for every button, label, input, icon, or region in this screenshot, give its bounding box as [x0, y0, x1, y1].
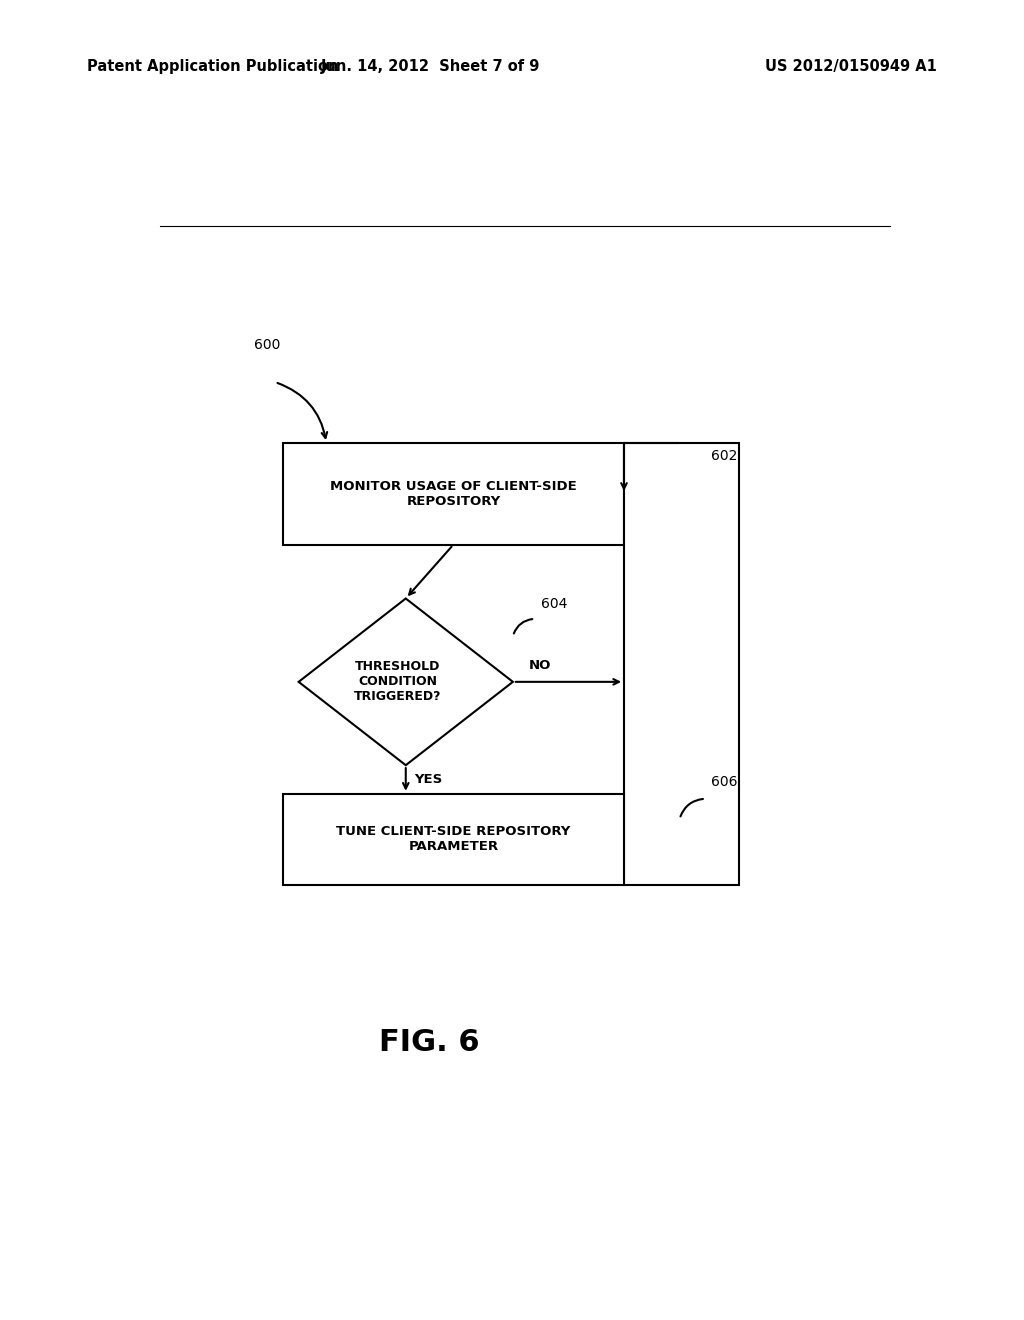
- Text: NO: NO: [528, 659, 551, 672]
- Text: THRESHOLD
CONDITION
TRIGGERED?: THRESHOLD CONDITION TRIGGERED?: [354, 660, 441, 704]
- Bar: [624, 444, 739, 886]
- Text: TUNE CLIENT-SIDE REPOSITORY
PARAMETER: TUNE CLIENT-SIDE REPOSITORY PARAMETER: [336, 825, 570, 854]
- Text: Jun. 14, 2012  Sheet 7 of 9: Jun. 14, 2012 Sheet 7 of 9: [321, 59, 540, 74]
- Text: MONITOR USAGE OF CLIENT-SIDE
REPOSITORY: MONITOR USAGE OF CLIENT-SIDE REPOSITORY: [330, 479, 577, 508]
- Text: 602: 602: [712, 449, 737, 463]
- FancyArrowPatch shape: [681, 799, 702, 817]
- Bar: [283, 793, 624, 886]
- Text: US 2012/0150949 A1: US 2012/0150949 A1: [765, 59, 937, 74]
- Text: Patent Application Publication: Patent Application Publication: [87, 59, 339, 74]
- FancyArrowPatch shape: [514, 619, 532, 634]
- Text: YES: YES: [414, 774, 442, 785]
- Polygon shape: [299, 598, 513, 766]
- Bar: [283, 444, 624, 545]
- Text: 600: 600: [254, 338, 281, 351]
- Text: 604: 604: [541, 597, 567, 611]
- FancyArrowPatch shape: [278, 383, 327, 438]
- Text: 606: 606: [712, 775, 738, 788]
- Text: FIG. 6: FIG. 6: [379, 1028, 480, 1057]
- FancyArrowPatch shape: [681, 474, 702, 491]
